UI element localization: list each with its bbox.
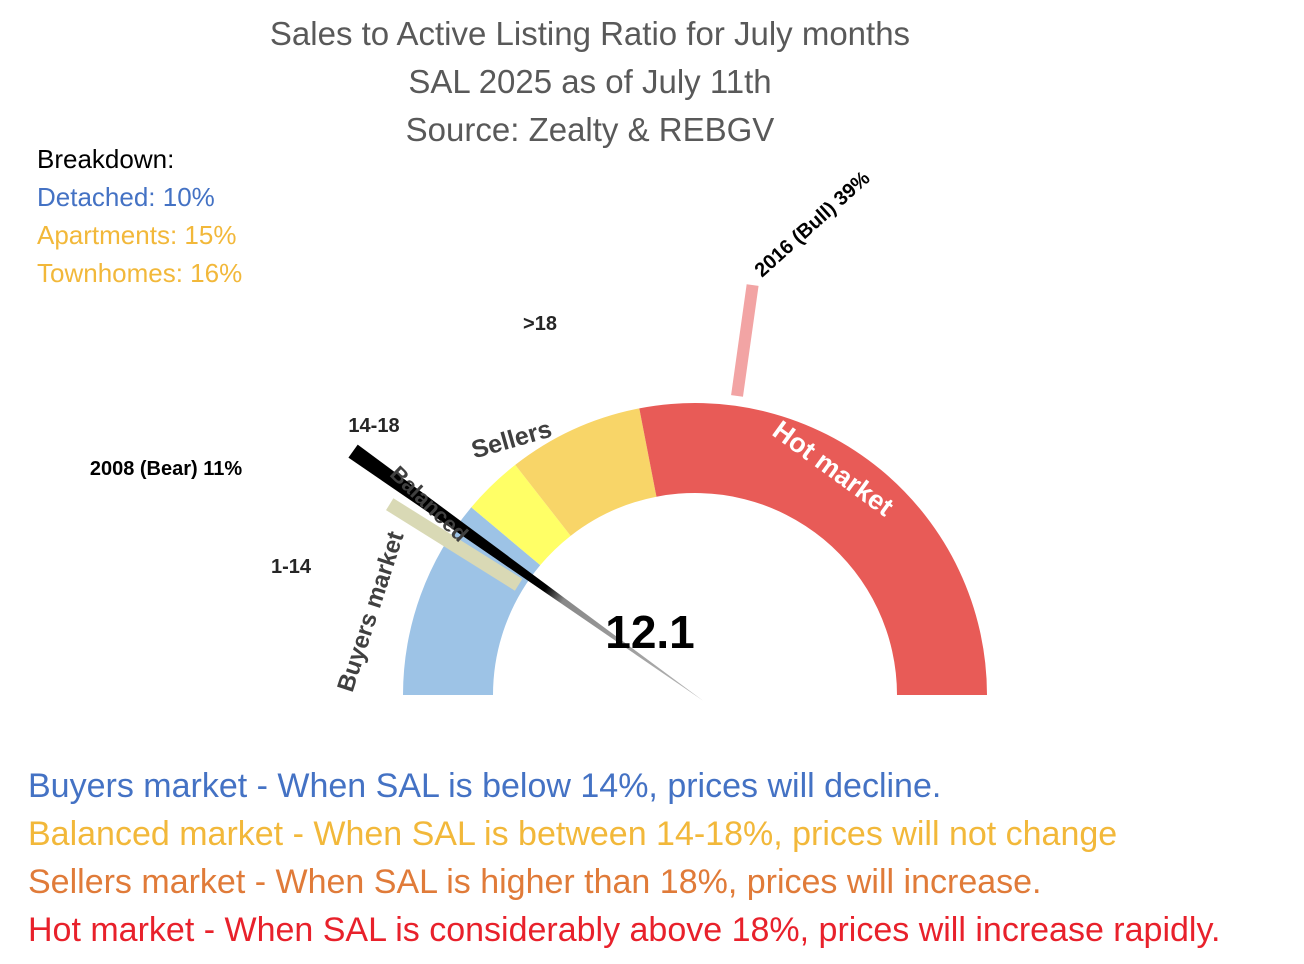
title-line-3: Source: Zealty & REBGV — [405, 111, 775, 148]
legend-sellers: Sellers market - When SAL is higher than… — [28, 863, 1042, 901]
segment-sellers — [515, 408, 657, 536]
title-line-1: Sales to Active Listing Ratio for July m… — [269, 15, 911, 52]
marker-label-2008: 2008 (Bear) 11% — [90, 458, 243, 480]
range-label-14-18: 14-18 — [348, 415, 399, 437]
segment-buyers — [403, 507, 541, 695]
marker-2016-bull — [731, 284, 759, 397]
range-label-1-14: 1-14 — [271, 556, 312, 578]
breakdown-apartments: Apartments: 15% — [37, 220, 237, 250]
gauge-range-labels: 1-14 14-18 >18 — [271, 313, 557, 578]
gauge-markers — [385, 284, 759, 591]
gauge-segments — [403, 403, 987, 695]
legend-balanced: Balanced market - When SAL is between 14… — [28, 815, 1118, 853]
marker-label-2016: 2016 (Bull) 39% — [751, 167, 875, 282]
market-legend: Buyers market - When SAL is below 14%, p… — [28, 762, 1220, 954]
segment-balanced — [471, 464, 571, 566]
marker-2008-bear — [385, 498, 523, 591]
legend-buyers: Buyers market - When SAL is below 14%, p… — [28, 767, 942, 805]
chart-title: Sales to Active Listing Ratio for July m… — [90, 10, 1090, 154]
breakdown-panel: Breakdown: Detached: 10% Apartments: 15%… — [37, 140, 242, 292]
title-line-2: SAL 2025 as of July 11th — [408, 63, 772, 100]
breakdown-heading: Breakdown: — [37, 144, 175, 174]
breakdown-townhomes: Townhomes: 16% — [37, 258, 243, 288]
range-label-gt-18: >18 — [523, 313, 557, 335]
needle-pointer — [348, 444, 704, 701]
label-buyers-market: Buyers market — [332, 528, 409, 695]
legend-hot: Hot market - When SAL is considerably ab… — [28, 911, 1221, 949]
segment-hot — [639, 403, 987, 695]
breakdown-detached: Detached: 10% — [37, 182, 215, 212]
gauge-needle — [348, 444, 704, 701]
gauge-value-label: 12.1 — [605, 606, 695, 658]
